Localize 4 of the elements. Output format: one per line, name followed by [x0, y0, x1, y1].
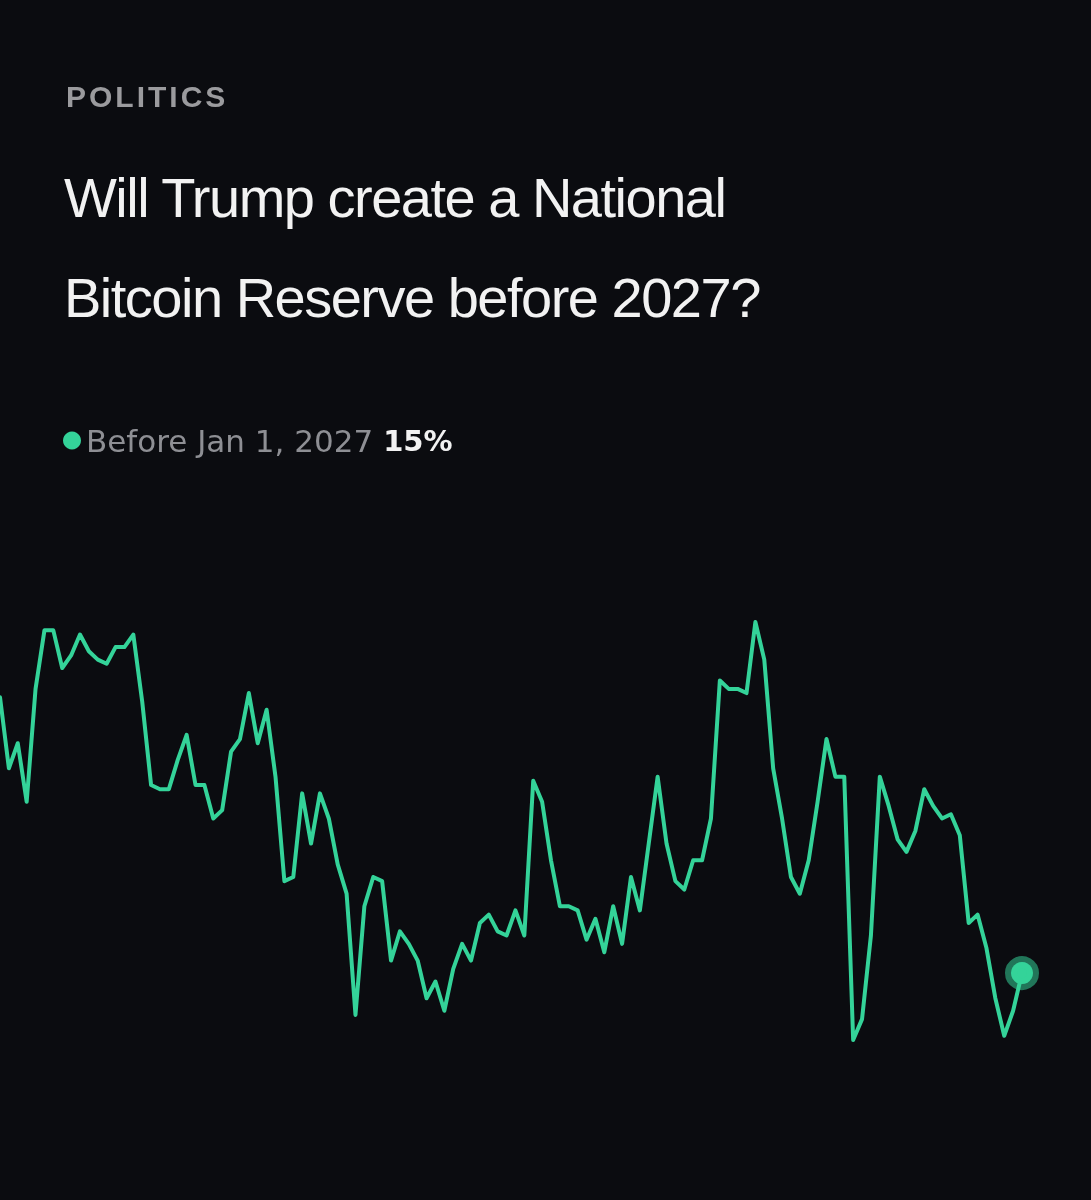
legend-label: Before Jan 1, 2027: [86, 422, 374, 459]
text: 15%: [383, 423, 453, 458]
chart-subtitle: POLITICS: [66, 80, 229, 114]
chart-title: Will Trump create a National Bitcoin Reserve before 2027?: [64, 165, 761, 331]
